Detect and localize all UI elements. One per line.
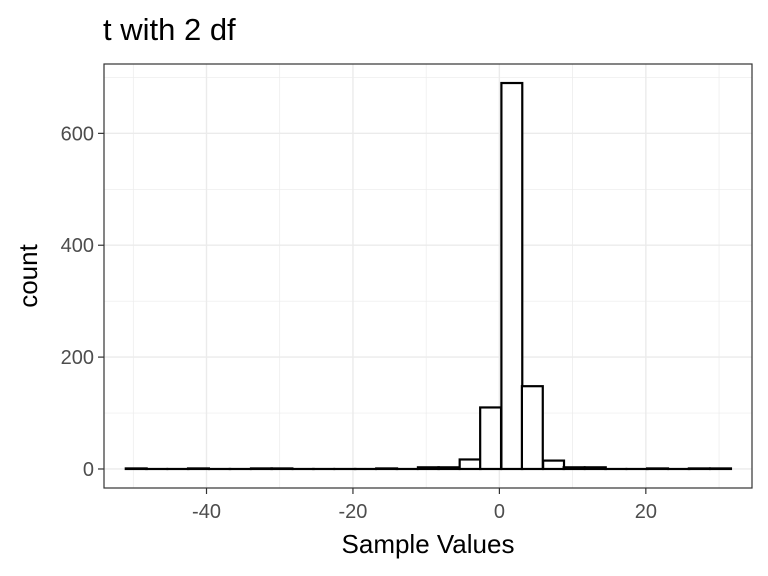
histogram-bar — [124, 467, 148, 471]
histogram-bar — [437, 466, 461, 471]
y-tick-label: 600 — [61, 123, 94, 145]
histogram-bar — [687, 467, 711, 471]
grid-major — [104, 64, 752, 488]
histogram-bar — [562, 466, 586, 471]
histogram-bar — [249, 467, 273, 471]
histogram-bar — [375, 467, 399, 471]
panel-border — [103, 63, 753, 489]
histogram-bar — [542, 459, 566, 471]
histogram-bar — [708, 467, 733, 471]
histogram-bar — [186, 467, 210, 471]
histogram-bar — [270, 467, 294, 471]
y-tick-label: 0 — [83, 459, 94, 481]
histogram-bar — [416, 466, 440, 471]
histogram-bar — [520, 385, 544, 471]
x-tick-label: 0 — [494, 501, 505, 523]
histogram-bar — [583, 466, 607, 471]
histogram-bar — [646, 467, 670, 471]
x-axis-title: Sample Values — [342, 529, 515, 559]
x-tick-label: -20 — [338, 501, 367, 523]
x-tick-label: 20 — [635, 501, 657, 523]
x-tick-label: -40 — [192, 501, 221, 523]
y-tick-label: 400 — [61, 235, 94, 257]
histogram-bar — [458, 458, 482, 471]
histogram-bars — [124, 81, 733, 471]
histogram-bar — [500, 81, 524, 471]
y-axis-title: count — [13, 243, 43, 307]
y-axis-ticks: 0 200 400 600 — [61, 123, 104, 481]
histogram-bar — [479, 406, 503, 471]
x-axis-ticks: -40 -20 0 20 — [192, 488, 657, 523]
y-tick-label: 200 — [61, 347, 94, 369]
chart-title: t with 2 df — [103, 12, 236, 47]
grid-minor — [104, 64, 752, 488]
